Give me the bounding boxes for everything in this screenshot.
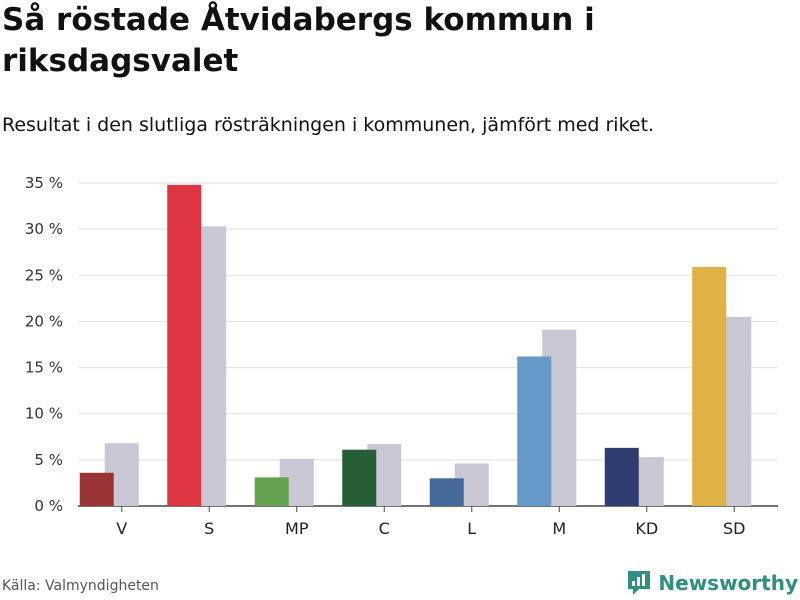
y-tick-label: 15 %	[25, 359, 63, 377]
x-tick-label-kd: KD	[635, 519, 658, 538]
x-tick-label-c: C	[379, 519, 390, 538]
x-tick-label-v: V	[116, 519, 127, 538]
brand-logo[interactable]: Newsworthy	[626, 568, 798, 598]
bar-kommun-c	[342, 449, 377, 506]
x-axis-ticks: V S MP C L M KD SD	[116, 506, 745, 538]
newsworthy-logo-icon	[628, 571, 651, 595]
chart-subtitle: Resultat i den slutliga rösträkningen i …	[2, 114, 655, 136]
y-tick-label: 20 %	[25, 312, 63, 330]
x-tick-label-l: L	[467, 519, 476, 538]
brand-name: Newsworthy	[658, 571, 798, 595]
bar-kommun-mp	[254, 477, 289, 506]
x-tick-label-sd: SD	[723, 519, 745, 538]
y-tick-label: 0 %	[34, 497, 63, 515]
bar-kommun-v	[79, 472, 114, 506]
bar-kommun-sd	[692, 266, 727, 506]
chart-title: Så röstade Åtvidabergs kommun i riksdags…	[2, 2, 595, 79]
x-tick-label-s: S	[204, 519, 214, 538]
y-tick-label: 10 %	[25, 405, 63, 423]
y-axis-ticks: 0 % 5 % 10 % 15 % 20 % 25 % 30 % 35 %	[25, 174, 63, 515]
bar-kommun-l	[429, 478, 464, 506]
bar-kommun-s	[167, 184, 202, 507]
y-tick-label: 25 %	[25, 266, 63, 284]
bars	[79, 184, 752, 507]
x-tick-label-mp: MP	[285, 519, 309, 538]
y-tick-label: 5 %	[34, 451, 63, 469]
bar-kommun-m	[517, 356, 552, 506]
bar-kommun-kd	[604, 447, 639, 506]
y-tick-label: 35 %	[25, 174, 63, 192]
x-tick-label-m: M	[552, 519, 566, 538]
source-note: Källa: Valmyndigheten	[2, 578, 159, 594]
y-tick-label: 30 %	[25, 220, 63, 238]
